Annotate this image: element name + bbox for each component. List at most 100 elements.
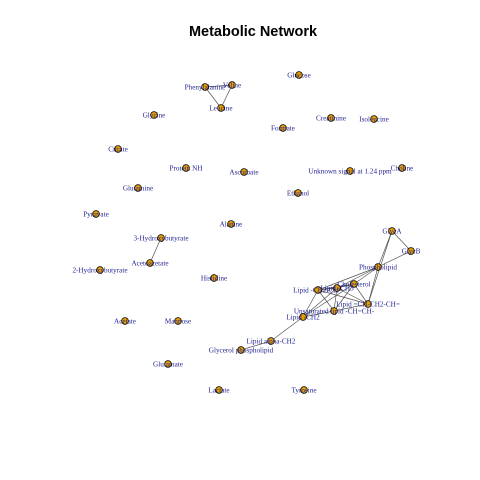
network-node (299, 313, 307, 321)
node-label: Unsaturated lipid -CH=CH- (294, 308, 375, 316)
edge (240, 340, 272, 351)
network-node (146, 259, 154, 267)
network-node (240, 168, 248, 176)
node-label: GlycB (402, 248, 421, 256)
network-node (295, 71, 303, 79)
network-node (96, 266, 104, 274)
network-node (114, 145, 122, 153)
edge (204, 84, 233, 88)
network-node (407, 247, 415, 255)
network-node (157, 234, 165, 242)
network-node (330, 307, 338, 315)
network-node (227, 220, 235, 228)
node-label: Ascorbate (229, 169, 258, 177)
network-node (150, 111, 158, 119)
node-label: Protein NH (170, 165, 203, 173)
edge (220, 84, 233, 109)
edge (317, 289, 369, 305)
network-node (182, 164, 190, 172)
network-node (346, 167, 354, 175)
node-label: Glycerol phospholipid (209, 347, 274, 355)
edge (302, 310, 335, 318)
edge (353, 283, 369, 305)
edge (333, 283, 355, 312)
node-label: Cholesterol (337, 281, 370, 289)
edge (336, 266, 379, 289)
node-label: Tyrosine (291, 387, 316, 395)
network-node (228, 81, 236, 89)
nodes-layer (92, 71, 415, 394)
network-node (333, 284, 341, 292)
network-node (267, 337, 275, 345)
network-node (201, 83, 209, 91)
node-label: Leucine (209, 105, 232, 113)
node-label: Lipid -CH2 (286, 314, 320, 322)
network-node (121, 317, 129, 325)
node-label: Phenylalanine (185, 84, 226, 92)
node-label: Ethanol (287, 190, 309, 198)
network-node (215, 386, 223, 394)
node-label: Unknown signal at 1.24 ppm (308, 168, 392, 176)
edge (336, 287, 369, 305)
edge (204, 86, 222, 109)
edge (367, 266, 379, 305)
network-node (174, 317, 182, 325)
network-node (300, 386, 308, 394)
edge (270, 316, 304, 342)
network-node (370, 115, 378, 123)
network-node (237, 346, 245, 354)
node-label: Pyruvate (83, 211, 109, 219)
network-node (164, 360, 172, 368)
edge (333, 303, 369, 312)
network-node (327, 114, 335, 122)
node-label: Lactate (208, 387, 229, 395)
network-node (374, 263, 382, 271)
node-label: Acetoacetate (131, 260, 168, 268)
network-node (210, 274, 218, 282)
edge (333, 287, 338, 312)
network-node (350, 280, 358, 288)
node-label: Mannose (165, 318, 191, 326)
network-node (279, 124, 287, 132)
node-label: Alanine (220, 221, 243, 229)
node-label: Formate (271, 125, 295, 133)
node-label: 2-Hydroxybutyrate (72, 267, 127, 275)
network-node (294, 189, 302, 197)
network-node (364, 300, 372, 308)
edge (317, 289, 335, 312)
edge (391, 230, 412, 252)
edge (377, 250, 412, 268)
node-label: Glutamate (153, 361, 183, 369)
network-node (314, 286, 322, 294)
edge (302, 289, 319, 318)
node-label: Lipid -CH3 (320, 285, 354, 293)
node-label: 3-Hydroxybutyrate (133, 235, 188, 243)
edge (302, 283, 355, 318)
node-label: Choline (391, 165, 414, 173)
edge (317, 266, 379, 291)
node-label: Lipid alpha-CH2 (247, 338, 296, 346)
node-label: Glutamine (123, 185, 153, 193)
network-node (92, 210, 100, 218)
node-label: Histidine (201, 275, 227, 283)
network-node (134, 184, 142, 192)
node-label: Glucose (287, 72, 311, 80)
node-label: Isoleucine (359, 116, 389, 124)
edge (149, 237, 162, 264)
edge (353, 266, 379, 285)
network-node (217, 104, 225, 112)
chart-title: Metabolic Network (189, 24, 318, 40)
node-label: Valine (223, 82, 241, 90)
node-label: Creatinine (316, 115, 346, 123)
node-label: Phospholipid (359, 264, 397, 272)
node-label: GlycA (382, 228, 402, 236)
node-label: Lipid -CH2-CH= (293, 287, 343, 295)
network-node (388, 227, 396, 235)
edge (302, 287, 338, 318)
node-label: Citrate (108, 146, 128, 154)
node-label: Lipid =CH-CH2-CH= (336, 301, 400, 309)
node-label: Acetate (114, 318, 136, 326)
node-label: Glycine (143, 112, 166, 120)
